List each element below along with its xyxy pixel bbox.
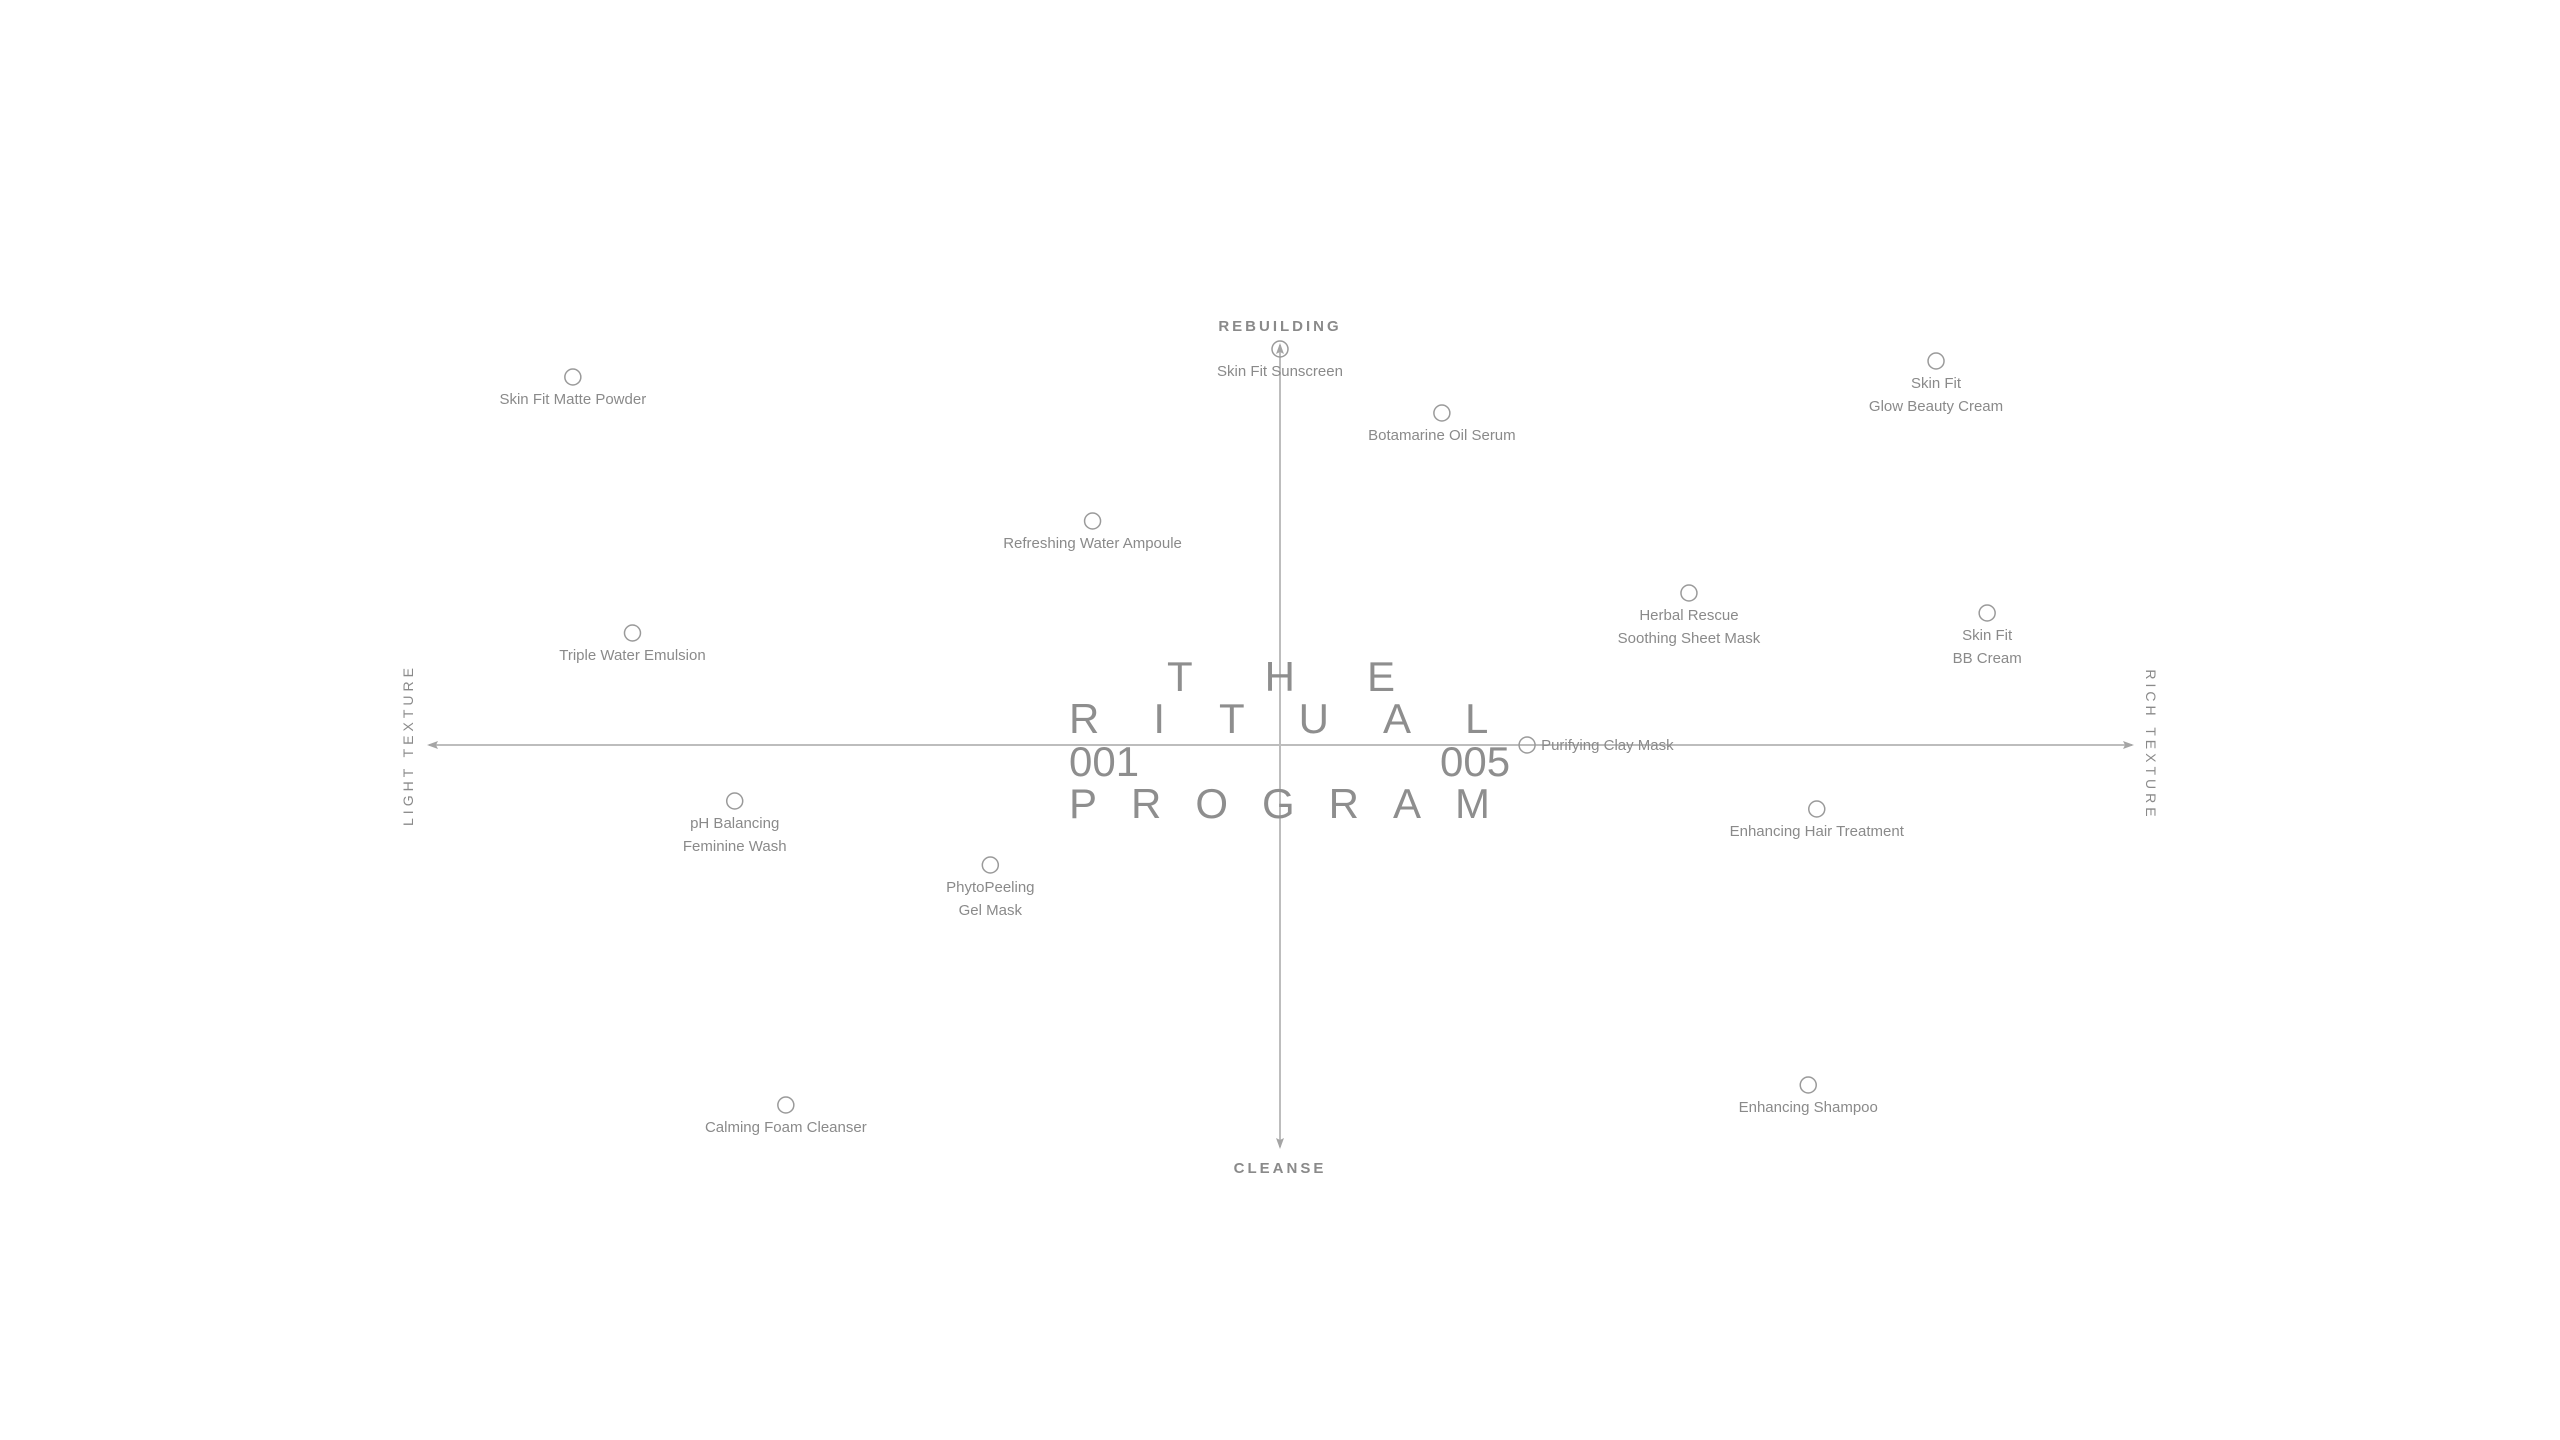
product-markers [564,340,1996,1114]
product-label: Skin Fit Glow Beauty Cream [1869,372,2003,418]
product-label: Refreshing Water Ampoule [1003,532,1182,555]
product-label-line: pH Balancing [690,815,780,832]
product-label-line: Calming Foam Cleanser [704,1119,867,1136]
product-marker[interactable] [981,856,1000,874]
product-marker[interactable] [1518,736,1536,754]
axis-label-rebuilding: REBUILDING [1218,318,1342,335]
product-label-line: Skin Fit Sunscreen [1217,363,1343,380]
product-label: Botamarine Oil Serum [1368,424,1516,447]
product-label-line: Botamarine Oil Serum [1368,427,1516,444]
product-label-line: Skin Fit [1911,375,1962,392]
product-label-line: Refreshing Water Ampoule [1003,535,1182,552]
product-marker[interactable] [1927,352,1945,370]
product-label-line: Soothing Sheet Mask [1617,630,1761,647]
product-label-line: Triple Water Emulsion [559,647,706,664]
product-label-line: Skin Fit [1962,627,2013,644]
product-marker[interactable] [777,1096,795,1114]
product-label: Enhancing Hair Treatment [1730,820,1904,843]
title-number-right: 005 [1440,738,1511,785]
product-label: Purifying Clay Mask [1541,734,1674,757]
product-marker[interactable] [1271,340,1289,358]
arrow-up-icon [1276,343,1284,354]
product-label-line: Enhancing Shampoo [1738,1099,1878,1116]
title-line-program: PROGRAM [1069,780,1525,827]
title-number-left: 001 [1069,738,1140,785]
product-label-line: BB Cream [1952,650,2022,667]
product-marker[interactable] [1978,604,1996,622]
product-label-line: Glow Beauty Cream [1868,398,2004,415]
arrow-left-icon [427,741,438,749]
product-label: Calming Foam Cleanser [705,1116,867,1139]
product-label: Skin Fit Matte Powder [499,388,646,411]
product-label: Skin Fit Sunscreen [1217,360,1343,383]
product-marker[interactable] [623,624,642,642]
product-label: Triple Water Emulsion [559,644,705,667]
axis-label-rich-texture: RICH TEXTURE [2143,669,2159,821]
product-label: pH Balancing Feminine Wash [683,812,787,858]
product-marker[interactable] [564,368,582,386]
product-label-line: Gel Mask [958,902,1022,919]
axis-label-cleanse: CLEANSE [1233,1160,1327,1177]
product-marker[interactable] [1680,584,1698,602]
product-label: Herbal Rescue Soothing Sheet Mask [1618,604,1761,650]
product-label: PhytoPeeling Gel Mask [946,876,1034,922]
product-label-line: Purifying Clay Mask [1541,736,1674,754]
title-line-the: THE [1167,653,1467,700]
product-marker[interactable] [1433,404,1451,422]
product-label: Skin Fit BB Cream [1953,624,2022,670]
product-label: Enhancing Shampoo [1739,1096,1878,1119]
product-marker[interactable] [1799,1076,1817,1094]
product-label-line: PhytoPeeling [946,879,1035,896]
product-label-line: Feminine Wash [682,838,787,855]
product-label-line: Herbal Rescue [1639,607,1739,624]
product-label-line: Enhancing Hair Treatment [1729,823,1904,840]
axis-label-light-texture: LIGHT TEXTURE [400,664,416,826]
product-marker[interactable] [725,792,744,810]
product-label-line: Skin Fit Matte Powder [499,391,647,408]
arrow-down-icon [1276,1138,1284,1149]
arrow-right-icon [2123,741,2134,749]
title-line-ritual: RITUAL [1069,695,1543,742]
product-marker[interactable] [1808,800,1826,818]
product-marker[interactable] [1083,512,1102,530]
